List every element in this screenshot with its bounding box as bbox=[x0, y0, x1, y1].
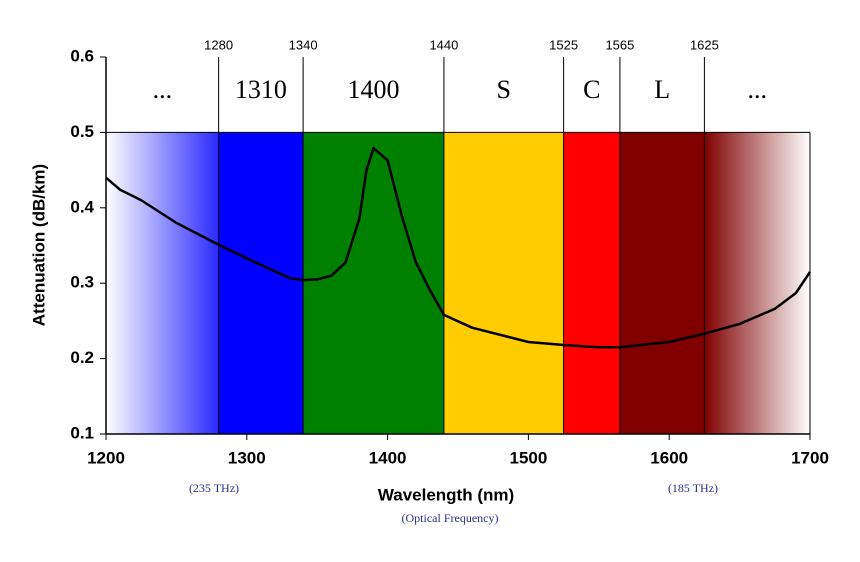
x-tick-label: 1700 bbox=[791, 448, 829, 467]
y-tick-label: 0.4 bbox=[70, 197, 94, 216]
x-tick-label: 1300 bbox=[228, 448, 266, 467]
band-edge-label: 1625 bbox=[690, 37, 719, 52]
band-label: 1310 bbox=[235, 75, 287, 104]
y-axis-title: Attenuation (dB/km) bbox=[29, 164, 48, 326]
x-tick-label: 1200 bbox=[87, 448, 125, 467]
x-axis-title: Wavelength (nm) bbox=[378, 485, 514, 504]
band bbox=[303, 132, 444, 434]
annotation: (185 THz) bbox=[668, 481, 718, 495]
band-edge-label: 1565 bbox=[605, 37, 634, 52]
x-tick-label: 1600 bbox=[650, 448, 688, 467]
band-edge-label: 1340 bbox=[289, 37, 318, 52]
band-label: C bbox=[583, 75, 600, 104]
annotation: (235 THz) bbox=[189, 481, 239, 495]
band bbox=[443, 132, 564, 434]
y-tick-label: 0.3 bbox=[70, 273, 94, 292]
band-label: L bbox=[654, 75, 670, 104]
y-tick-label: 0.6 bbox=[70, 46, 94, 65]
y-tick-label: 0.5 bbox=[70, 122, 94, 141]
band-edge-label: 1280 bbox=[204, 37, 233, 52]
y-tick-label: 0.2 bbox=[70, 348, 94, 367]
band-edge-label: 1440 bbox=[429, 37, 458, 52]
band bbox=[106, 132, 219, 434]
band-label: ... bbox=[153, 75, 173, 104]
x-tick-label: 1500 bbox=[509, 448, 547, 467]
band bbox=[218, 132, 304, 434]
attenuation-line bbox=[105, 146, 812, 349]
band bbox=[563, 132, 620, 434]
y-tick-label: 0.1 bbox=[70, 423, 94, 442]
annotation: (Optical Frequency) bbox=[402, 511, 499, 525]
band-edge-label: 1525 bbox=[549, 37, 578, 52]
band-label: ... bbox=[747, 75, 767, 104]
x-tick-label: 1400 bbox=[369, 448, 407, 467]
band bbox=[704, 132, 810, 434]
band-label: 1400 bbox=[348, 75, 400, 104]
bands: ... 1310 1400 S C L... bbox=[106, 75, 810, 434]
band-label: S bbox=[497, 75, 511, 104]
band bbox=[619, 132, 705, 434]
